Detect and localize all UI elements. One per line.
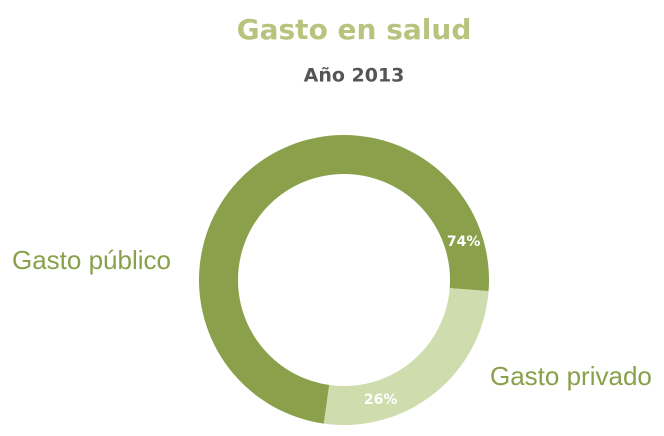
category-label: Gasto público: [12, 245, 171, 275]
value-label: 74%: [447, 234, 481, 250]
value-label: 26%: [364, 392, 398, 408]
category-label: Gasto privado: [490, 361, 652, 391]
chart-title: Gasto en salud: [237, 13, 472, 46]
chart-subtitle: Año 2013: [304, 65, 405, 87]
donut-segment: [323, 288, 489, 425]
